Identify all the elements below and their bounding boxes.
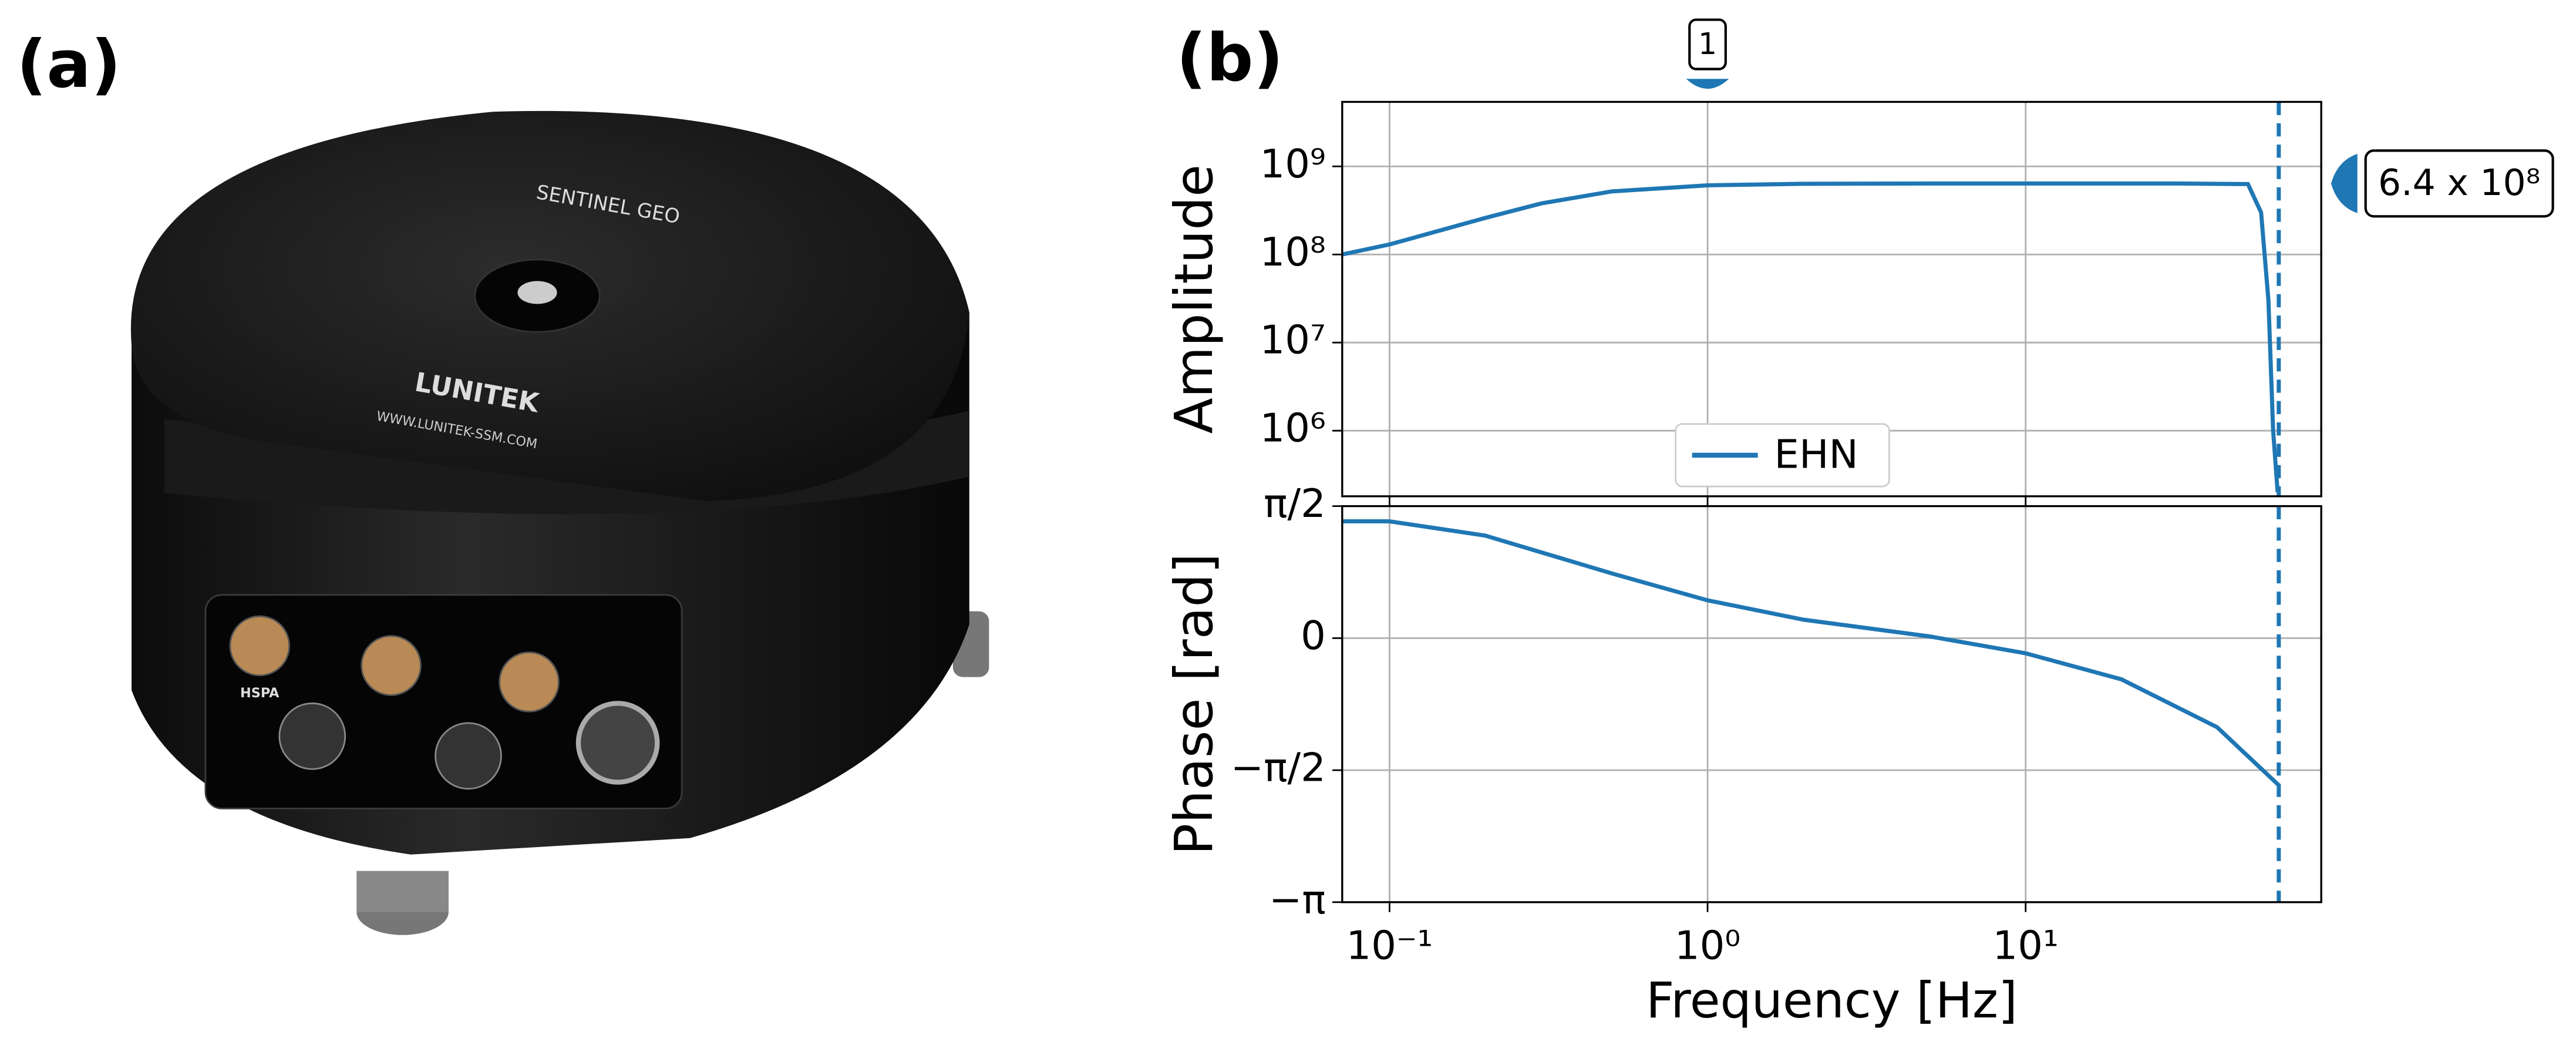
panel-label: (b) [1176,20,1283,96]
marker-label: 1 [1698,26,1717,61]
connector [499,651,560,713]
connector [361,635,422,696]
device-photo: SENTINEL GEO LUNITEK WWW.LUNITEK-SSM.COM… [130,110,989,935]
y-tick-label: 10⁷ [1260,317,1326,363]
y-marker [2331,153,2358,213]
legend-box [1675,423,1890,488]
y-tick-label: 10⁹ [1260,141,1326,187]
y-tick-label: 10⁶ [1260,405,1326,451]
x-tick-label: 10¹ [1993,923,2059,969]
marker-box [1688,18,1727,70]
series-line [1342,181,2280,493]
power-button [575,701,660,785]
connector [435,722,502,790]
series-line [1342,519,2281,787]
connector [278,702,346,770]
y-axis-label: Amplitude [1164,164,1225,434]
y-tick-label: 0 [1301,613,1326,658]
x-tick-label: 10⁰ [1675,923,1740,969]
legend-label: EHN [1774,431,1858,477]
port-text: HSPA [240,686,280,701]
level-bubble [517,281,557,304]
y-tick-label: 10⁸ [1260,229,1326,275]
connector [229,615,291,677]
foot [356,871,449,912]
x-tick-label: 10⁻¹ [1346,923,1433,969]
plot-frame [1341,100,2322,498]
marker-label: 6.4 x 10⁸ [2378,162,2540,204]
panel-label: (a) [16,26,121,103]
y-tick-label: −π/2 [1231,745,1326,791]
y-tick-label: −π [1269,876,1326,922]
y-tick-label: π/2 [1264,481,1326,526]
x-axis-label: Frequency [Hz] [1646,972,2018,1029]
marker-box [2364,149,2554,218]
x-marker [1686,79,1729,89]
y-axis-label: Phase [rad] [1164,553,1225,855]
plot-frame [1341,505,2322,903]
